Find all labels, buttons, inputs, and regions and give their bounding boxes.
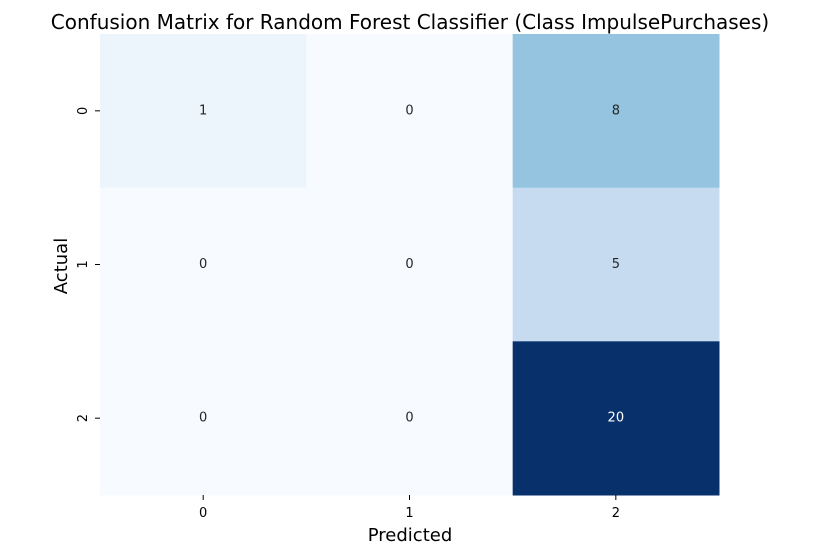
cell-value-0-1: 0 xyxy=(405,103,413,118)
heatmap-cell-0-2 xyxy=(512,34,720,189)
chart-title: Confusion Matrix for Random Forest Class… xyxy=(51,10,769,34)
heatmap-cell-2-2 xyxy=(512,341,720,496)
heatmap-cell-2-1 xyxy=(306,341,514,496)
cell-value-0-2: 8 xyxy=(612,103,620,118)
x-tick-label-0: 0 xyxy=(199,506,207,521)
y-axis-label: Actual xyxy=(51,238,72,294)
heatmap-cell-1-1 xyxy=(306,187,514,342)
y-tick-label-1: 1 xyxy=(76,260,91,268)
cell-value-0-0: 1 xyxy=(199,103,207,118)
heatmap-cells xyxy=(100,34,720,496)
heatmap-cell-2-0 xyxy=(100,341,307,496)
heatmap-cell-0-0 xyxy=(100,34,307,189)
cell-annotations: 1 0 8 0 0 5 0 0 20 xyxy=(199,103,624,425)
x-axis-label: Predicted xyxy=(368,525,453,546)
cell-value-2-1: 0 xyxy=(405,411,413,426)
cell-value-1-0: 0 xyxy=(199,257,207,272)
y-axis-ticks: 0 1 2 xyxy=(76,107,100,422)
cell-value-2-2: 20 xyxy=(608,411,625,426)
x-axis-ticks: 0 1 2 xyxy=(199,495,620,521)
heatmap-cell-1-0 xyxy=(100,187,307,342)
x-tick-label-1: 1 xyxy=(405,506,413,521)
heatmap-cell-1-2 xyxy=(512,187,720,342)
y-tick-label-2: 2 xyxy=(76,414,91,422)
cell-value-1-1: 0 xyxy=(405,257,413,272)
heatmap-cell-0-1 xyxy=(306,34,514,189)
cell-value-2-0: 0 xyxy=(199,411,207,426)
cell-value-1-2: 5 xyxy=(612,257,620,272)
y-tick-label-0: 0 xyxy=(76,107,91,115)
x-tick-label-2: 2 xyxy=(612,506,620,521)
